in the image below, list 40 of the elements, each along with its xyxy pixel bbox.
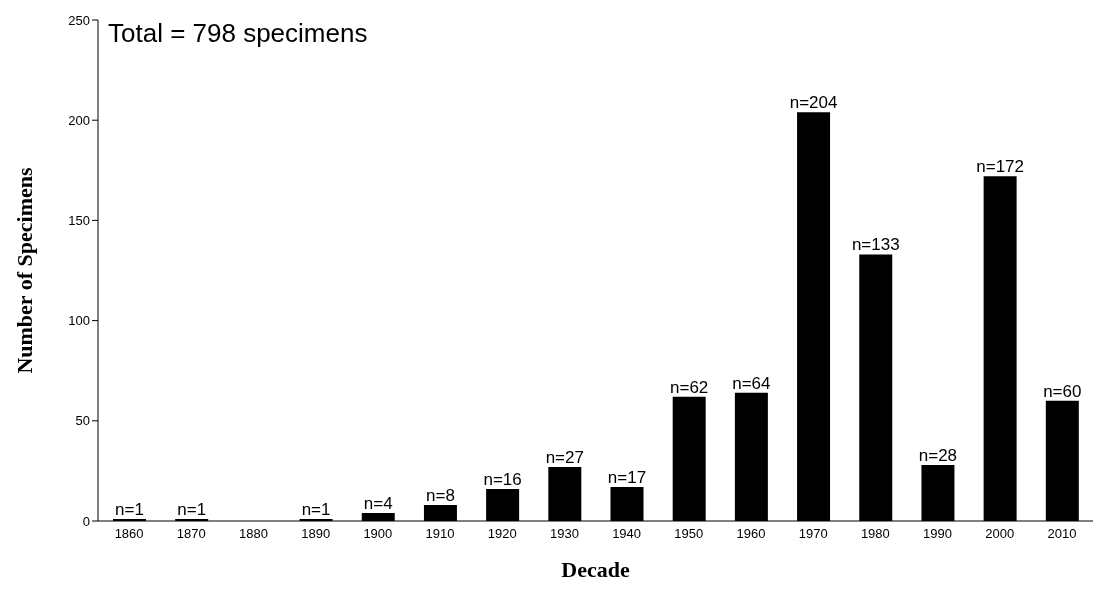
data-label: n=64 bbox=[732, 373, 771, 393]
x-tick-label: 1900 bbox=[363, 526, 393, 542]
x-tick-label: 1860 bbox=[114, 526, 144, 542]
data-label: n=27 bbox=[545, 447, 584, 467]
data-label: n=172 bbox=[976, 157, 1024, 177]
data-label: n=28 bbox=[918, 445, 958, 465]
data-label: n=62 bbox=[670, 377, 709, 397]
data-label: n=1 bbox=[115, 500, 144, 519]
x-tick-label: 2010 bbox=[1047, 526, 1077, 542]
data-label: n=17 bbox=[607, 467, 647, 487]
data-label: n=60 bbox=[1043, 381, 1082, 401]
x-tick-label: 1990 bbox=[923, 526, 952, 542]
x-tick-label: 1970 bbox=[798, 526, 828, 542]
y-tick-label: 100 bbox=[68, 313, 90, 329]
y-tick-label: 150 bbox=[68, 213, 90, 229]
data-label: n=133 bbox=[851, 235, 900, 255]
x-tick-label: 1980 bbox=[860, 526, 890, 542]
data-label: n=1 bbox=[177, 500, 207, 519]
y-axis-title: Number of Specimens bbox=[11, 167, 37, 374]
x-tick-label: 1880 bbox=[239, 526, 268, 542]
x-axis-title: Decade bbox=[561, 557, 630, 582]
y-tick-label: 0 bbox=[82, 513, 90, 529]
x-tick-label: 1920 bbox=[487, 526, 517, 542]
x-tick-label: 1940 bbox=[612, 526, 642, 542]
x-tick-label: 1910 bbox=[425, 526, 455, 542]
y-tick-label: 200 bbox=[68, 112, 90, 128]
x-tick-label: 1950 bbox=[674, 526, 704, 542]
y-tick-label: 250 bbox=[68, 12, 90, 28]
data-label: n=4 bbox=[363, 493, 393, 513]
annotation: Total = 798 specimens bbox=[108, 18, 368, 49]
data-label: n=204 bbox=[789, 93, 838, 113]
y-tick-label: 50 bbox=[75, 413, 90, 429]
x-tick-label: 1930 bbox=[549, 526, 579, 542]
data-label: n=8 bbox=[426, 485, 455, 505]
x-tick-label: 1890 bbox=[301, 526, 331, 542]
x-tick-label: 2000 bbox=[985, 526, 1015, 542]
data-label: n=16 bbox=[483, 469, 522, 489]
data-label: n=1 bbox=[301, 500, 331, 519]
x-tick-label: 1870 bbox=[176, 526, 206, 542]
x-tick-label: 1960 bbox=[736, 526, 766, 542]
